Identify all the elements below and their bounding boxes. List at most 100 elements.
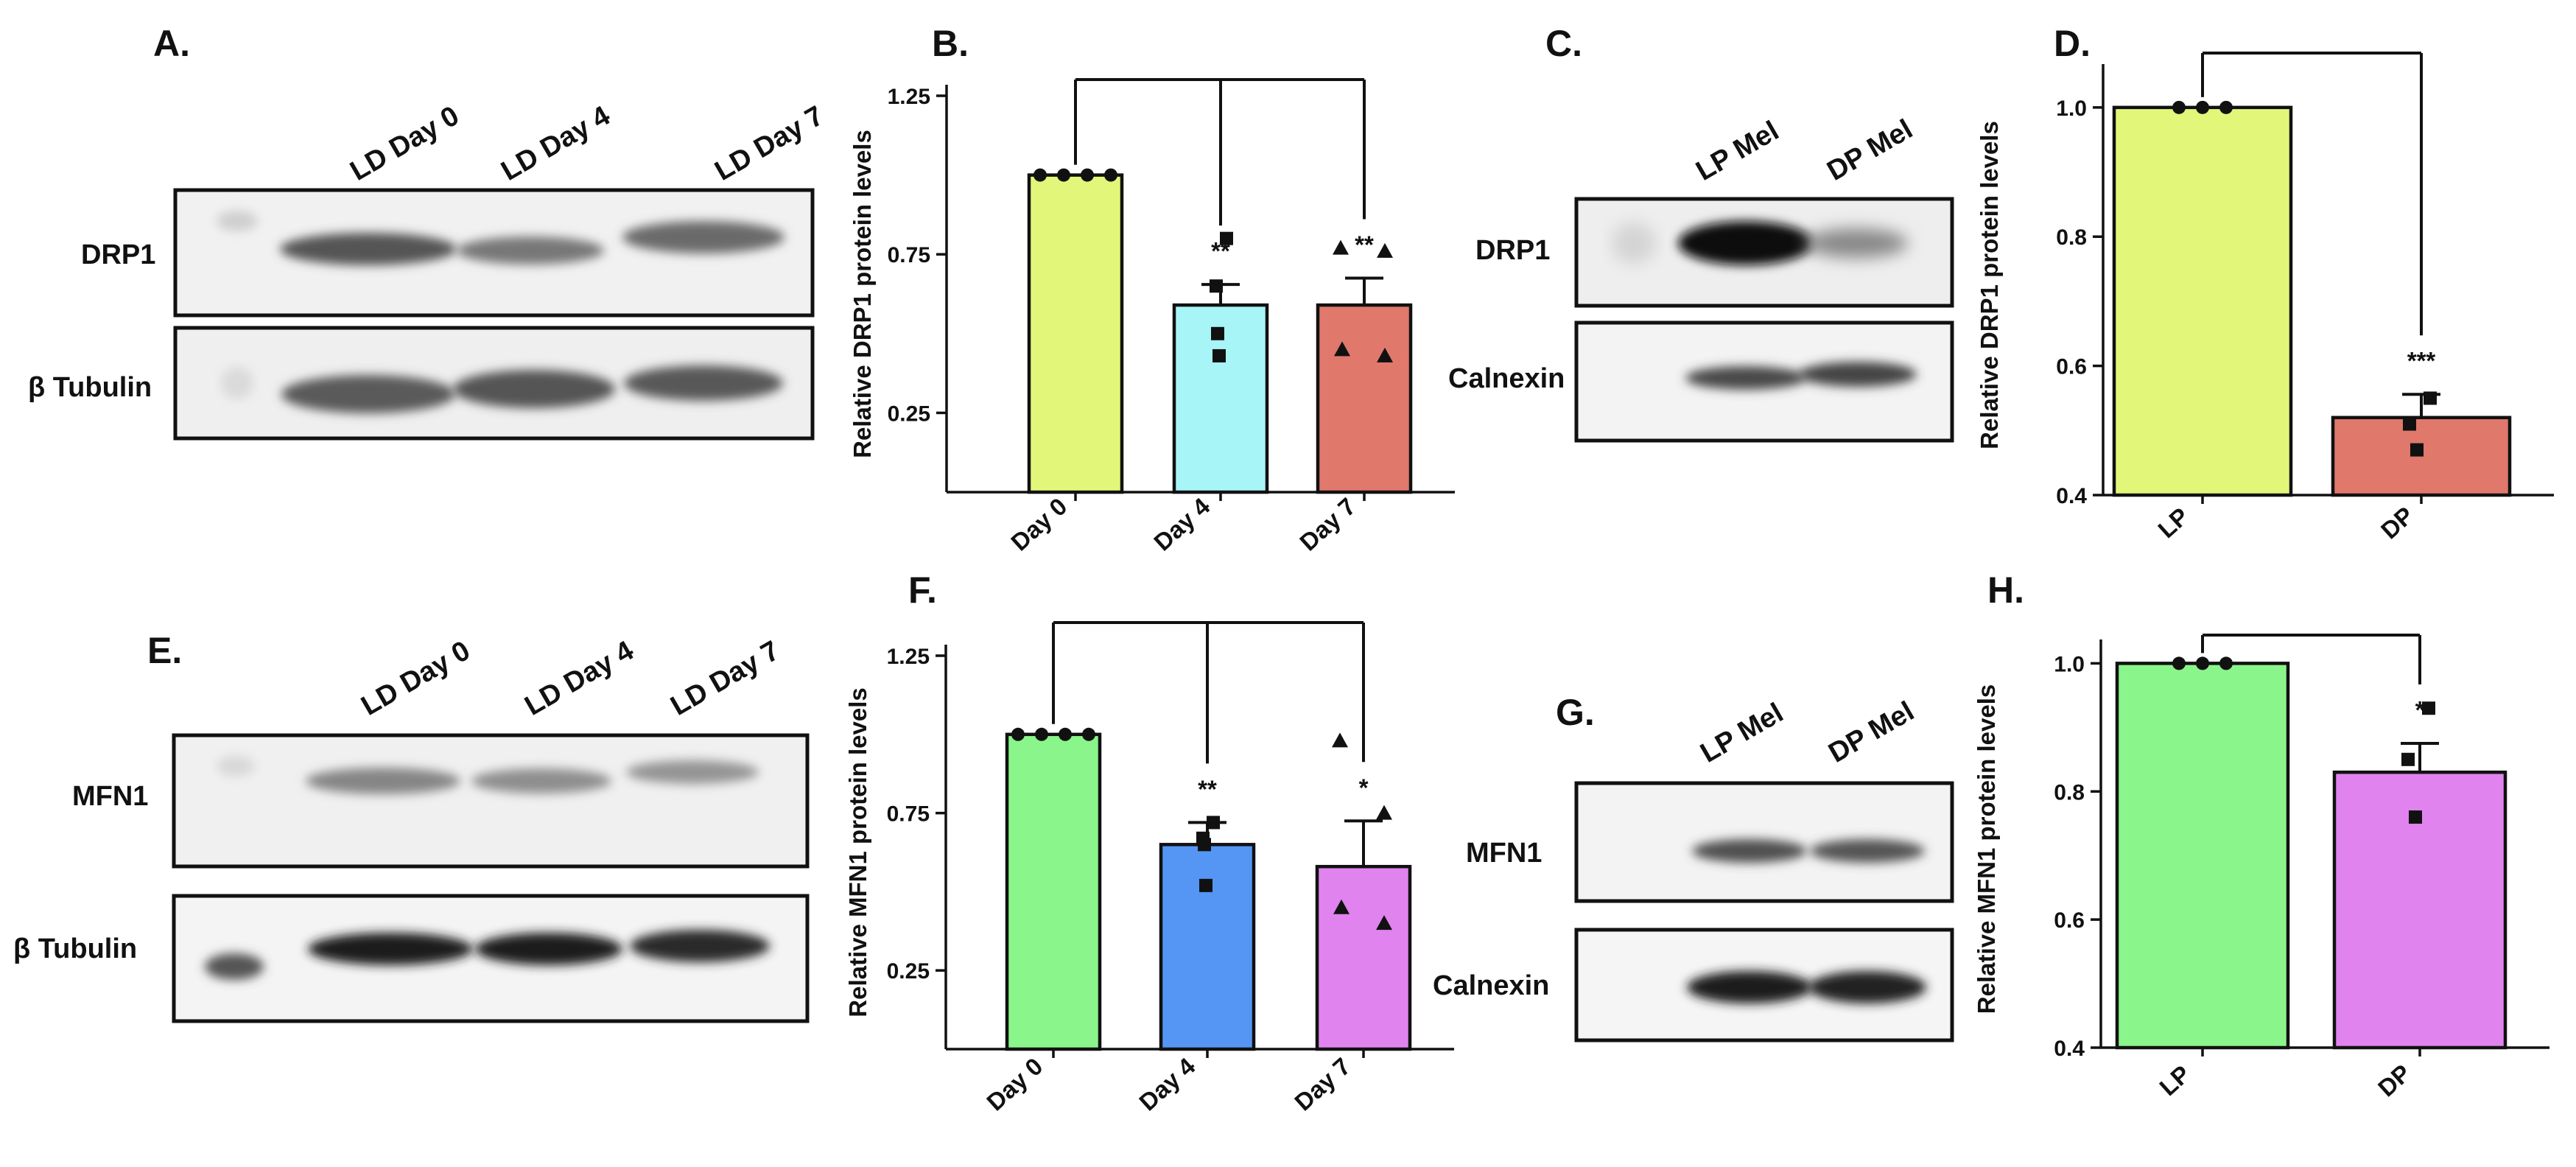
row-label: β Tubulin [28, 372, 152, 403]
blot-band [1810, 839, 1925, 863]
data-point [2172, 100, 2186, 114]
data-point [1059, 727, 1072, 741]
y-tick-label: 1.25 [887, 645, 930, 669]
bar [1159, 843, 1256, 1051]
blot-band [1678, 221, 1814, 265]
data-point [1104, 168, 1117, 182]
y-tick-label: 0.6 [2054, 908, 2085, 933]
ladder-band [1612, 222, 1656, 264]
x-tick-label: Day 0 [1006, 492, 1072, 556]
data-point [1220, 231, 1233, 245]
panel-letter-e: E. [147, 630, 182, 671]
y-tick-label: 1.0 [2054, 652, 2085, 676]
blot-band [453, 370, 615, 408]
data-point [2422, 701, 2435, 715]
data-point [1199, 878, 1212, 892]
y-tick-label: 1.0 [2056, 97, 2087, 121]
bar [2112, 105, 2293, 497]
panel-letter-h: H. [1987, 570, 2024, 611]
data-point [2424, 391, 2437, 405]
significance-label: ** [1355, 231, 1374, 258]
blot-a: LD Day 0 LD Day 4 LD Day 7 DRP1 β Tubuli… [28, 100, 829, 441]
blot-band [1692, 839, 1807, 863]
y-tick-label: 0.8 [2056, 225, 2087, 250]
data-point [1057, 168, 1070, 182]
ladder-band [205, 953, 264, 980]
y-tick-label: 0.8 [2054, 780, 2085, 805]
panel-letter-c: C. [1545, 23, 1582, 64]
lane-label: LD Day 7 [666, 635, 785, 722]
row-label: β Tubulin [13, 933, 137, 964]
bar [1027, 173, 1124, 494]
significance-label: * [2415, 696, 2425, 723]
data-point [2403, 417, 2416, 431]
blot-c: LP Mel DP Mel DRP1 Calnexin [1448, 113, 1954, 443]
x-tick-label: DP [2376, 501, 2419, 544]
blot-band [626, 760, 759, 784]
row-label: MFN1 [1466, 838, 1542, 869]
bar [1005, 732, 1102, 1051]
data-point [1033, 168, 1047, 182]
lane-label: LP Mel [1696, 698, 1789, 769]
data-point [1082, 727, 1095, 741]
panel-letter-a: A. [153, 23, 190, 64]
lane-label: LD Day 0 [357, 635, 476, 722]
row-label: Calnexin [1448, 363, 1565, 394]
panel-letter-g: G. [1556, 692, 1595, 733]
row-label: DRP1 [81, 239, 155, 270]
y-tick-label: 0.25 [888, 402, 930, 426]
blot-band [624, 365, 783, 401]
blot-band [1808, 971, 1926, 1003]
data-point [1332, 732, 1348, 748]
x-tick-label: Day 7 [1289, 1052, 1355, 1115]
blot-band [475, 933, 622, 965]
data-point [1212, 348, 1226, 362]
lane-label: LP Mel [1691, 116, 1784, 187]
x-tick-label: Day 0 [981, 1052, 1047, 1115]
significance-label: *** [2407, 347, 2436, 374]
data-point [2409, 810, 2422, 824]
data-point [1211, 326, 1224, 340]
ladder-band [217, 211, 258, 231]
data-point [1333, 239, 1349, 255]
blot-band [280, 233, 457, 265]
panel-letter-b: B. [932, 23, 969, 64]
data-point [1333, 899, 1350, 914]
blot-band [1805, 228, 1908, 258]
x-tick-label: Day 7 [1294, 492, 1361, 556]
blot-membrane [172, 733, 810, 869]
data-point [1377, 242, 1393, 258]
blot-band [622, 221, 785, 253]
data-point [2219, 100, 2233, 114]
chart-b-drp1-days: 0.25 0.75 1.25 Relative DRP1 protein levels… [849, 78, 1455, 556]
blot-band [306, 768, 460, 794]
blot-band [471, 768, 611, 793]
data-point [1035, 727, 1048, 741]
lane-label: DP Mel [1822, 113, 1918, 186]
lane-label: LD Day 7 [710, 100, 829, 187]
data-point [2196, 100, 2209, 114]
data-point [1207, 816, 1220, 830]
y-tick-label: 0.25 [887, 959, 930, 984]
y-axis-label: Relative MFN1 protein levels [1973, 684, 2000, 1014]
blot-band [1685, 366, 1806, 390]
ladder-band [221, 367, 253, 399]
blot-band [1687, 971, 1812, 1003]
y-tick-label: 0.4 [2056, 484, 2087, 508]
blot-band [308, 933, 473, 965]
blot-e: LD Day 0 LD Day 4 LD Day 7 MFN1 β Tubuli… [13, 635, 810, 1023]
x-tick-label: LP [2152, 502, 2194, 544]
blot-band [281, 375, 455, 413]
x-tick-label: DP [2373, 1059, 2416, 1101]
data-point [1376, 805, 1392, 820]
y-tick-label: 0.75 [887, 802, 930, 827]
ladder-band [217, 756, 255, 777]
x-tick-label: Day 4 [1148, 492, 1215, 556]
y-axis-label: Relative DRP1 protein levels [1976, 121, 2003, 449]
bar [1316, 303, 1413, 494]
lane-label: DP Mel [1824, 695, 1920, 768]
row-label: Calnexin [1433, 970, 1549, 1001]
data-point [1011, 727, 1025, 741]
blot-band [630, 930, 770, 962]
data-point [1198, 838, 1211, 852]
